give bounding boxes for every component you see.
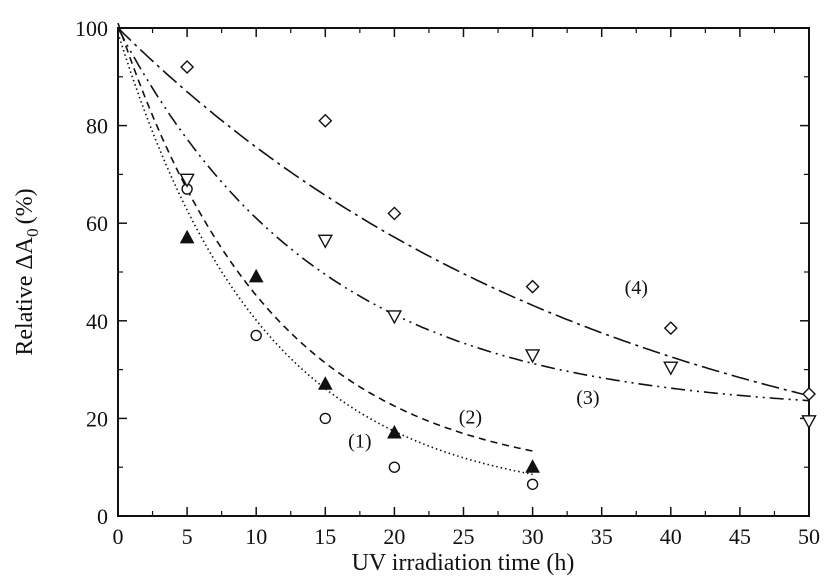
curve-label: (2) <box>459 406 482 428</box>
data-point-circle <box>319 412 331 425</box>
x-tick-label: 10 <box>245 524 267 549</box>
curve-label: (1) <box>348 431 371 453</box>
y-tick-label: 0 <box>97 504 108 529</box>
data-point-triangle-filled <box>248 268 264 283</box>
y-axis-title-unit: (%) <box>12 188 38 224</box>
data-point-circle <box>388 461 401 473</box>
x-tick-label: 50 <box>798 524 820 549</box>
data-point-triangle-open <box>524 349 541 364</box>
y-tick-label: 80 <box>86 114 108 139</box>
data-point-triangle-open <box>386 310 403 325</box>
fit-curve <box>117 27 810 402</box>
curve-labels: (1) (2) (3) (4) <box>348 277 648 453</box>
x-axis-title: UV irradiation time (h) <box>352 550 575 576</box>
x-tick-label: 5 <box>182 524 193 549</box>
curve-label: (3) <box>576 387 599 409</box>
data-markers <box>179 60 817 490</box>
x-tick-label: 30 <box>522 524 544 549</box>
data-point-diamond <box>663 321 678 336</box>
x-tick-label: 25 <box>453 524 475 549</box>
data-point-triangle-filled <box>387 424 402 439</box>
axis-tick-labels: 0 5 10 15 20 25 30 35 40 45 50 0 20 40 60 80 100 <box>75 16 820 549</box>
data-point-triangle-open <box>663 361 679 376</box>
data-point-triangle-filled <box>179 229 195 244</box>
data-point-diamond <box>387 206 402 221</box>
data-point-circle <box>250 329 262 342</box>
y-axis-title: Relative ΔA0 (%) <box>12 188 42 355</box>
data-point-diamond <box>180 60 195 75</box>
data-point-triangle-open <box>801 415 817 430</box>
axis-ticks <box>117 27 810 517</box>
y-axis-title-subscript: 0 <box>23 228 42 237</box>
y-tick-label: 60 <box>86 211 108 236</box>
data-point-diamond <box>525 279 540 294</box>
x-tick-label: 35 <box>591 524 613 549</box>
y-axis-title-main: Relative ΔA <box>12 236 38 355</box>
data-point-triangle-open <box>317 234 333 249</box>
data-point-circle <box>526 478 539 490</box>
fit-curve <box>117 27 810 397</box>
x-tick-label: 20 <box>383 524 405 549</box>
y-tick-label: 40 <box>86 309 108 334</box>
data-point-triangle-filled <box>317 376 333 390</box>
data-point-diamond <box>318 113 333 128</box>
y-tick-label: 100 <box>75 16 108 41</box>
data-point-triangle-open <box>179 173 195 188</box>
y-tick-label: 20 <box>86 406 108 431</box>
fit-curve <box>117 32 533 476</box>
curve-label: (4) <box>625 277 648 299</box>
x-tick-label: 45 <box>729 524 751 549</box>
x-tick-label: 40 <box>660 524 682 549</box>
x-tick-label: 0 <box>113 524 124 549</box>
x-tick-label: 15 <box>314 524 336 549</box>
data-point-triangle-filled <box>525 459 540 473</box>
data-point-diamond <box>802 387 816 401</box>
